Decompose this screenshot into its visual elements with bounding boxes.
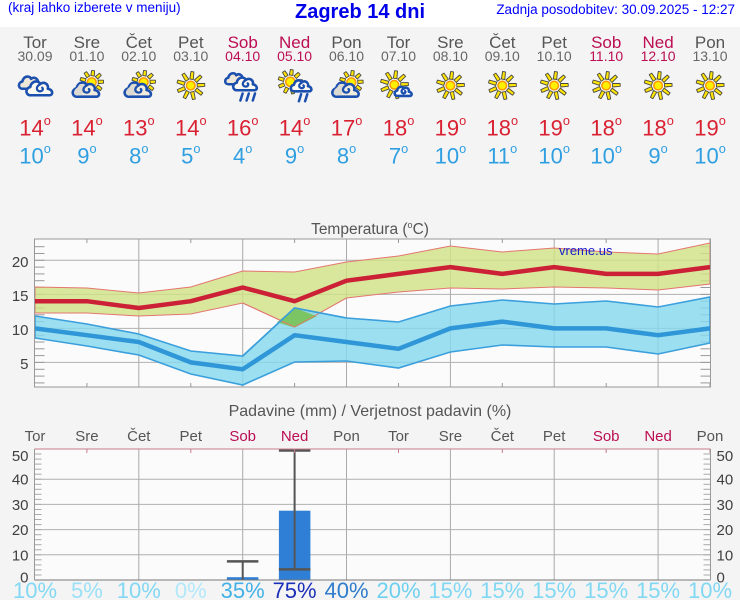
svg-text:40: 40 — [717, 472, 734, 489]
svg-text:20: 20 — [12, 254, 29, 271]
svg-text:10: 10 — [12, 322, 29, 339]
svg-text:40: 40 — [12, 472, 29, 489]
svg-text:50: 50 — [12, 448, 29, 465]
svg-text:20: 20 — [12, 522, 29, 539]
svg-text:20: 20 — [717, 522, 734, 539]
svg-text:10: 10 — [717, 547, 734, 564]
svg-text:30: 30 — [12, 497, 29, 514]
svg-text:0: 0 — [20, 570, 28, 587]
svg-text:30: 30 — [717, 497, 734, 514]
svg-text:50: 50 — [717, 448, 734, 465]
svg-text:15: 15 — [12, 288, 29, 305]
svg-text:5: 5 — [20, 356, 28, 373]
svg-text:10: 10 — [12, 547, 29, 564]
svg-text:0: 0 — [717, 570, 725, 587]
